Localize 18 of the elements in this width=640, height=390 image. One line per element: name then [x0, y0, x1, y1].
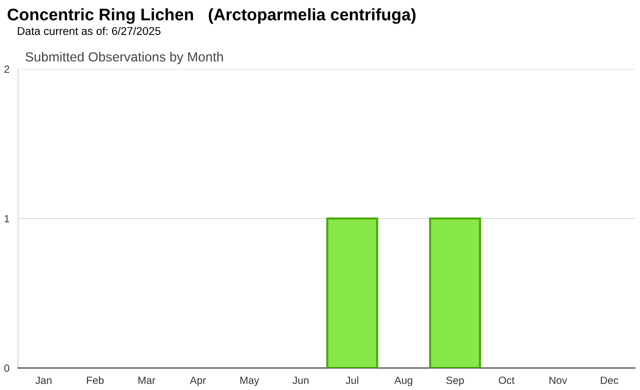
y-tick-label: 0 — [4, 364, 10, 372]
x-tick-label: May — [240, 376, 260, 386]
x-tick-label: Apr — [190, 376, 206, 386]
x-tick-label: Feb — [87, 376, 104, 384]
x-tick-label: Nov — [549, 376, 568, 384]
x-tick-label: Dec — [600, 376, 618, 384]
x-tick-label: Sep — [446, 376, 464, 386]
x-tick-label: Jan — [35, 376, 52, 384]
x-tick-label: Oct — [498, 376, 514, 384]
x-tick-label: Mar — [138, 376, 156, 384]
text: Submitted Observations by Month — [26, 52, 223, 64]
chart-title: Concentric Ring Lichen (Arctoparmelia centrifuga) — [8, 8, 416, 24]
x-tick-label: Aug — [394, 376, 412, 386]
y-tick-label: 1 — [4, 215, 10, 222]
x-tick-label: Jul — [346, 376, 358, 384]
y-tick-label: 2 — [4, 66, 10, 73]
chart-subtitle: Data current as of: 6/27/2025 — [18, 26, 160, 35]
x-tick-label: Jun — [292, 376, 309, 384]
